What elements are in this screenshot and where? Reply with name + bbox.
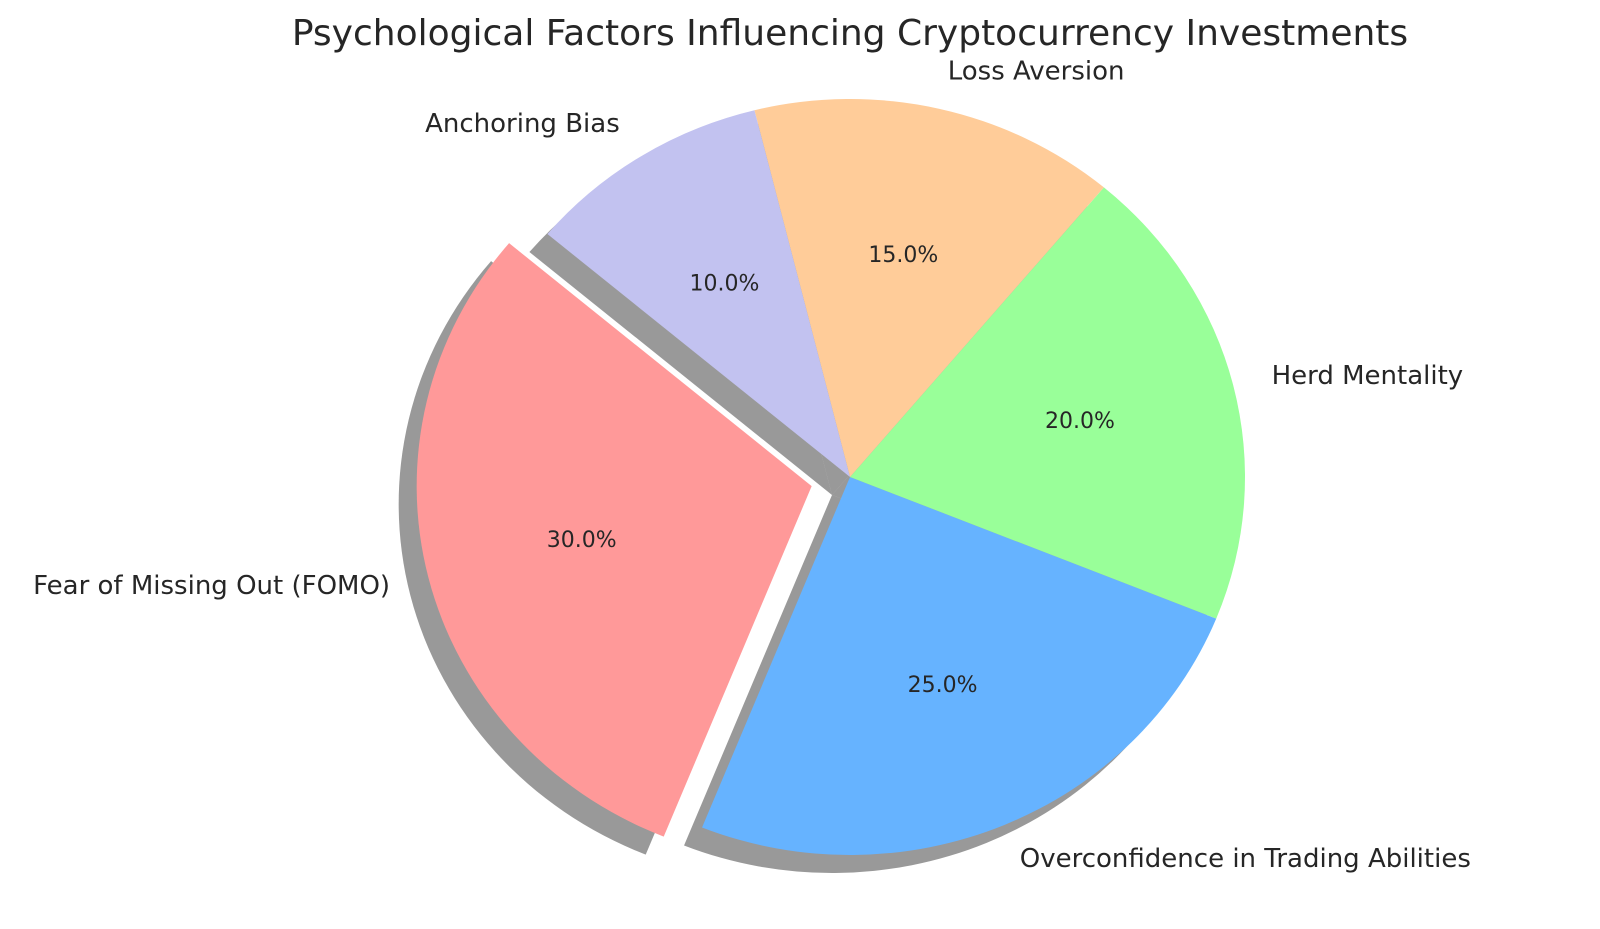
slice — [754, 98, 1104, 477]
slice-label: Anchoring Bias — [425, 109, 620, 139]
value-label: 25.0% — [908, 673, 978, 698]
slice — [850, 187, 1245, 619]
slice — [416, 243, 812, 837]
value-label: 15.0% — [868, 243, 938, 268]
value-label: 10.0% — [689, 272, 759, 297]
value-label: 30.0% — [547, 528, 617, 553]
chart-title: Psychological Factors Influencing Crypto… — [292, 13, 1408, 54]
slice-label: Overconfidence in Trading Abilities — [1020, 844, 1471, 874]
slice-label: Loss Aversion — [948, 56, 1125, 86]
slice — [547, 110, 850, 478]
value-label: 20.0% — [1045, 409, 1115, 434]
slice-label: Herd Mentality — [1272, 361, 1464, 391]
slice — [702, 477, 1217, 855]
slice-label: Fear of Missing Out (FOMO) — [33, 571, 390, 601]
